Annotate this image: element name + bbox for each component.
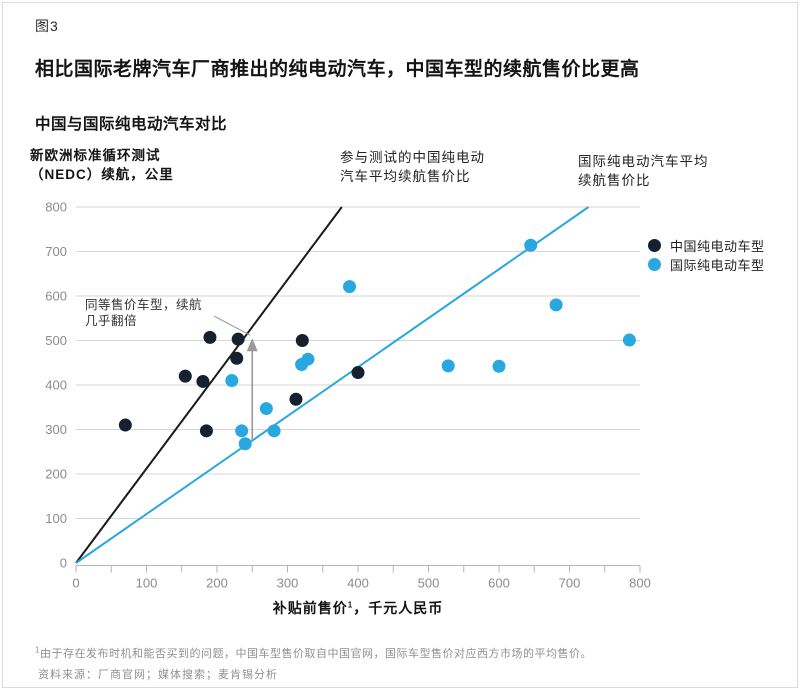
data-point-china bbox=[196, 374, 210, 388]
data-point-international bbox=[492, 359, 506, 373]
y-tick-label: 200 bbox=[45, 467, 67, 482]
y-axis-label-line2: （NEDC）续航，公里 bbox=[30, 167, 174, 182]
x-tick-label: 600 bbox=[488, 576, 510, 591]
data-point-china bbox=[230, 351, 244, 365]
data-point-international bbox=[343, 280, 357, 294]
china_avg-reference-line bbox=[75, 206, 343, 564]
x-axis-label: 补贴前售价1，千元人民币 bbox=[272, 600, 444, 616]
x-tick-label: 100 bbox=[136, 576, 158, 591]
source-line: 资料来源：厂商官网；媒体搜索；麦肯锡分析 bbox=[38, 669, 278, 681]
data-point-china bbox=[178, 369, 192, 383]
legend-item-china: 中国纯电动车型 bbox=[648, 236, 765, 255]
data-point-international bbox=[235, 424, 249, 438]
y-axis-label: 新欧洲标准循环测试 （NEDC）续航，公里 bbox=[30, 146, 174, 184]
callout-annotation: 同等售价车型，续航 几乎翻倍 bbox=[85, 298, 203, 328]
data-point-china bbox=[199, 424, 213, 438]
intl-series-dot-icon bbox=[648, 258, 661, 271]
footnote-superscript: 1 bbox=[35, 645, 40, 655]
y-tick-label: 100 bbox=[45, 511, 67, 526]
data-point-international bbox=[301, 352, 315, 366]
x-tick-label: 400 bbox=[347, 576, 369, 591]
y-tick-label: 500 bbox=[45, 333, 67, 348]
data-point-international bbox=[441, 359, 455, 373]
data-point-international bbox=[259, 402, 273, 416]
intl_avg-reference-line bbox=[75, 206, 590, 564]
footnote: 1由于存在发布时机和能否买到的问题，中国车型售价取自中国官网，国际车型售价对应西… bbox=[35, 645, 592, 660]
chart-legend: 中国纯电动车型 国际纯电动车型 bbox=[648, 236, 765, 274]
data-point-international bbox=[524, 238, 538, 252]
x-tick-label: 800 bbox=[629, 576, 651, 591]
x-tick-label: 700 bbox=[559, 576, 581, 591]
callout-connector-line bbox=[213, 315, 251, 336]
x-tick-label: 500 bbox=[418, 576, 440, 591]
data-point-china bbox=[118, 418, 132, 432]
china-avg-line-annotation: 参与测试的中国纯电动 汽车平均续航售价比 bbox=[340, 150, 485, 184]
legend-label-china: 中国纯电动车型 bbox=[670, 239, 765, 254]
y-tick-label: 800 bbox=[45, 200, 67, 215]
x-tick-label: 0 bbox=[72, 576, 79, 591]
data-point-international bbox=[238, 437, 252, 451]
x-tick-label: 300 bbox=[277, 576, 299, 591]
callout-arrow-head bbox=[246, 338, 258, 352]
y-axis-label-line1: 新欧洲标准循环测试 bbox=[30, 148, 161, 163]
chart-subtitle: 中国与国际纯电动汽车对比 bbox=[35, 116, 228, 133]
x-axis-label-superscript: 1 bbox=[347, 600, 354, 610]
data-point-china bbox=[295, 334, 309, 347]
data-point-china bbox=[351, 366, 365, 380]
china-series-dot-icon bbox=[648, 239, 661, 252]
intl-avg-line-annotation: 国际纯电动汽车平均 续航售价比 bbox=[578, 154, 709, 188]
figure-number: 图3 bbox=[35, 18, 59, 34]
y-tick-label: 400 bbox=[45, 378, 67, 393]
y-tick-label: 600 bbox=[45, 289, 67, 304]
y-tick-label: 0 bbox=[60, 556, 67, 571]
data-point-international bbox=[622, 333, 636, 347]
data-point-international bbox=[225, 374, 239, 388]
figure-title: 相比国际老牌汽车厂商推出的纯电动汽车，中国车型的续航售价比更高 bbox=[35, 59, 640, 80]
data-point-china bbox=[289, 392, 303, 406]
data-point-china bbox=[231, 332, 245, 346]
data-point-china bbox=[203, 330, 217, 344]
data-point-international bbox=[267, 424, 281, 438]
legend-label-international: 国际纯电动车型 bbox=[670, 258, 765, 273]
legend-item-international: 国际纯电动车型 bbox=[648, 255, 765, 274]
data-point-international bbox=[549, 298, 563, 312]
x-tick-label: 200 bbox=[206, 576, 228, 591]
y-tick-label: 300 bbox=[45, 422, 67, 437]
y-tick-label: 700 bbox=[45, 244, 67, 259]
